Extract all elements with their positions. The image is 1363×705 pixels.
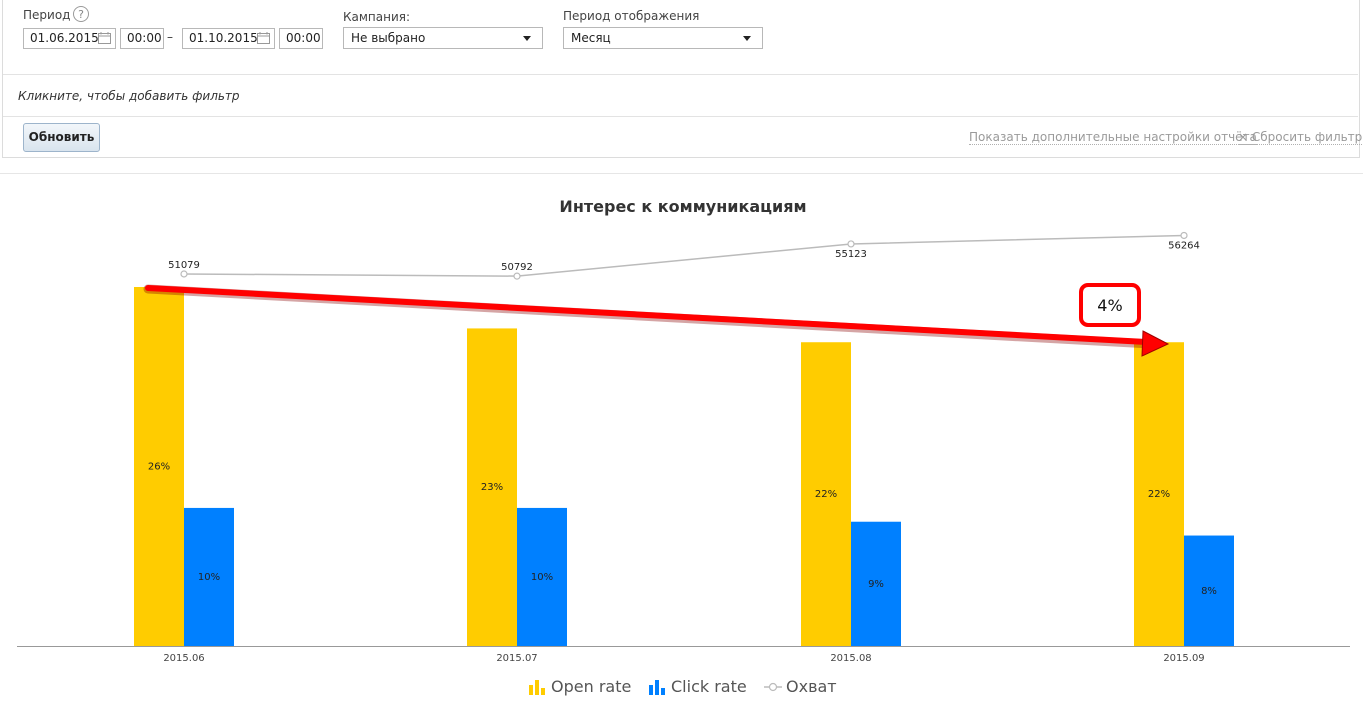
time-to-field[interactable]: 00:00 <box>279 28 323 49</box>
calendar-icon[interactable] <box>98 32 111 44</box>
x-tick-label: 2015.07 <box>496 653 537 664</box>
data-label: 9% <box>868 579 884 590</box>
reach-point <box>180 270 188 278</box>
bar-open-rate <box>801 342 851 646</box>
reach-point <box>847 240 855 248</box>
campaign-label: Кампания: <box>343 10 411 24</box>
annotation-callout <box>1079 283 1141 327</box>
reach-data-label: 51079 <box>168 260 200 271</box>
annotation-arrow <box>145 285 1149 345</box>
display-period-select[interactable]: Месяц <box>563 27 763 49</box>
display-period-label: Период отображения <box>563 9 700 23</box>
data-label: 8% <box>1201 586 1217 597</box>
line-marker-icon <box>764 682 782 692</box>
chevron-down-icon <box>523 36 531 41</box>
data-label: 10% <box>198 572 220 583</box>
x-tick-label: 2015.08 <box>830 653 871 664</box>
x-tick-label: 2015.09 <box>1163 653 1204 664</box>
date-to-value: 01.10.2015 <box>189 31 258 45</box>
reach-data-label: 50792 <box>501 262 533 273</box>
reach-data-label: 56264 <box>1168 240 1200 251</box>
chevron-down-icon <box>743 36 751 41</box>
legend-label: Open rate <box>551 677 632 696</box>
data-label: 10% <box>531 572 553 583</box>
calendar-icon[interactable] <box>257 32 270 44</box>
chart-legend: Open rate Click rate Охват <box>0 677 1363 697</box>
legend-label: Click rate <box>671 677 747 696</box>
reach-data-label: 55123 <box>835 249 867 260</box>
divider <box>3 116 1358 117</box>
annotation-arrowhead <box>1141 330 1170 357</box>
annotation-label: 4% <box>1097 296 1122 315</box>
data-label: 23% <box>481 482 503 493</box>
bar-open-rate <box>1134 342 1184 646</box>
filter-panel <box>2 0 1360 158</box>
date-from-field[interactable]: 01.06.2015 <box>23 28 116 49</box>
bar-chart-icon <box>529 680 545 695</box>
bar-click-rate <box>1184 535 1234 646</box>
data-label: 22% <box>1148 489 1170 500</box>
update-button[interactable]: Обновить <box>23 123 100 152</box>
time-from-field[interactable]: 00:00 <box>120 28 164 49</box>
bar-click-rate <box>184 507 234 646</box>
campaign-select-value: Не выбрано <box>351 31 426 45</box>
data-label: 22% <box>815 489 837 500</box>
chart-title: Интерес к коммуникациям <box>559 197 806 216</box>
data-label: 26% <box>148 462 170 473</box>
bar-click-rate <box>851 521 901 646</box>
range-dash: – <box>167 30 173 44</box>
reach-point <box>513 272 521 280</box>
bar-open-rate <box>134 287 184 646</box>
reset-filter-link[interactable]: × Сбросить фильтр <box>1238 130 1363 145</box>
x-tick-label: 2015.06 <box>163 653 204 664</box>
reach-line <box>183 234 1185 277</box>
legend-reach[interactable]: Охват <box>764 677 837 697</box>
divider <box>3 74 1358 75</box>
date-from-value: 01.06.2015 <box>30 31 99 45</box>
help-icon[interactable]: ? <box>73 6 89 22</box>
section-divider <box>0 173 1363 174</box>
legend-click-rate[interactable]: Click rate <box>649 677 747 697</box>
date-to-field[interactable]: 01.10.2015 <box>182 28 275 49</box>
campaign-select[interactable]: Не выбрано <box>343 27 543 49</box>
legend-open-rate[interactable]: Open rate <box>529 677 631 697</box>
reach-point <box>1180 231 1188 240</box>
legend-label: Охват <box>786 677 837 696</box>
period-label: Период <box>23 8 71 22</box>
add-filter-hint[interactable]: Кликните, чтобы добавить фильтр <box>18 89 240 103</box>
bar-click-rate <box>517 507 567 646</box>
bar-chart-icon <box>649 680 665 695</box>
more-settings-link[interactable]: Показать дополнительные настройки отчёта <box>969 130 1257 145</box>
bar-open-rate <box>467 328 517 646</box>
display-period-select-value: Месяц <box>571 31 611 45</box>
